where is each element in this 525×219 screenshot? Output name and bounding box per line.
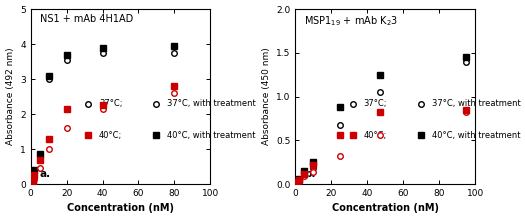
- Text: 37°C, with treatment: 37°C, with treatment: [167, 99, 256, 108]
- Text: 37°C;: 37°C;: [99, 99, 122, 108]
- Text: a.: a.: [40, 169, 51, 179]
- X-axis label: Concentration (nM): Concentration (nM): [67, 203, 174, 214]
- Text: 40°C, with treatment: 40°C, with treatment: [167, 131, 256, 140]
- Text: NS1 + mAb 4H1AD: NS1 + mAb 4H1AD: [40, 14, 133, 24]
- Y-axis label: Absorbance (492 nm): Absorbance (492 nm): [6, 48, 15, 145]
- X-axis label: Concentration (nM): Concentration (nM): [332, 203, 439, 214]
- Text: MSP1$_{19}$ + mAb K$_2$3: MSP1$_{19}$ + mAb K$_2$3: [304, 14, 398, 28]
- Text: b.: b.: [304, 169, 316, 179]
- Text: 40°C;: 40°C;: [99, 131, 122, 140]
- Text: 37°C;: 37°C;: [364, 99, 387, 108]
- Text: 40°C;: 40°C;: [364, 131, 387, 140]
- Y-axis label: Absorbance (450 nm): Absorbance (450 nm): [261, 48, 271, 145]
- Text: 40°C, with treatment: 40°C, with treatment: [432, 131, 520, 140]
- Text: 37°C, with treatment: 37°C, with treatment: [432, 99, 521, 108]
